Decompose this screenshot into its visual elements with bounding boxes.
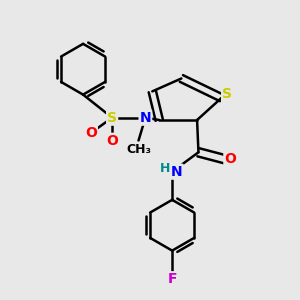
Text: S: S xyxy=(107,111,117,125)
Text: O: O xyxy=(224,152,236,166)
Text: H: H xyxy=(160,162,170,175)
Text: F: F xyxy=(167,272,177,286)
Text: N: N xyxy=(140,111,151,125)
Text: N: N xyxy=(171,165,183,179)
Text: O: O xyxy=(106,134,118,148)
Text: S: S xyxy=(222,87,232,101)
Text: O: O xyxy=(85,126,97,140)
Text: CH₃: CH₃ xyxy=(126,142,151,156)
